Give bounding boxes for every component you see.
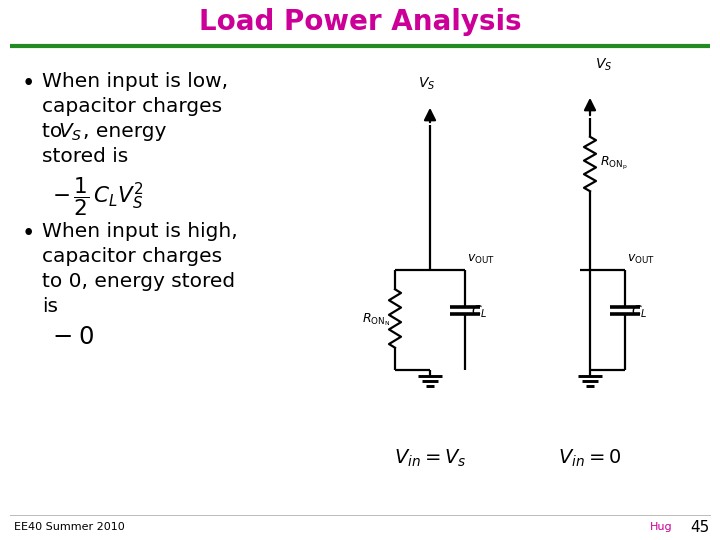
Text: $v_\mathrm{OUT}$: $v_\mathrm{OUT}$ [627, 253, 655, 266]
Text: to: to [42, 122, 68, 141]
Text: $-\;0$: $-\;0$ [52, 325, 95, 349]
Text: $C_L$: $C_L$ [631, 304, 647, 320]
Text: EE40 Summer 2010: EE40 Summer 2010 [14, 522, 125, 532]
Text: to 0, energy stored: to 0, energy stored [42, 272, 235, 291]
Text: $V_{in} = 0$: $V_{in} = 0$ [559, 447, 621, 469]
Text: $R_\mathrm{ON_N}$: $R_\mathrm{ON_N}$ [361, 312, 390, 328]
Text: 45: 45 [690, 519, 709, 535]
Text: Hug: Hug [650, 522, 672, 532]
Text: , energy: , energy [83, 122, 166, 141]
Text: When input is high,: When input is high, [42, 222, 238, 241]
Text: •: • [22, 222, 35, 245]
Text: $R_\mathrm{ON_p}$: $R_\mathrm{ON_p}$ [600, 154, 628, 172]
Text: $V_S$: $V_S$ [418, 76, 436, 92]
Text: is: is [42, 297, 58, 316]
Text: stored is: stored is [42, 147, 128, 166]
Text: Load Power Analysis: Load Power Analysis [199, 8, 521, 36]
Text: $V_S$: $V_S$ [595, 57, 613, 73]
Text: $V_S$: $V_S$ [58, 122, 82, 143]
Text: •: • [22, 72, 35, 95]
Text: $C_L$: $C_L$ [471, 304, 487, 320]
Text: $V_{in} = V_s$: $V_{in} = V_s$ [394, 447, 467, 469]
Text: $-\,\dfrac{1}{2}\,C_L V_S^2$: $-\,\dfrac{1}{2}\,C_L V_S^2$ [52, 175, 144, 218]
Text: capacitor charges: capacitor charges [42, 247, 222, 266]
Text: capacitor charges: capacitor charges [42, 97, 222, 116]
Text: When input is low,: When input is low, [42, 72, 228, 91]
Text: $v_\mathrm{OUT}$: $v_\mathrm{OUT}$ [467, 253, 495, 266]
